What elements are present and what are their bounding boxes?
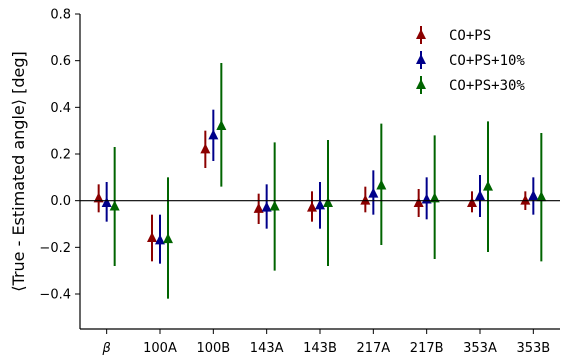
- y-tick-label: 0.0: [50, 194, 71, 209]
- x-tick-label: 100B: [196, 341, 230, 356]
- legend-marker: [416, 54, 426, 64]
- y-tick-label: 0.6: [50, 54, 71, 69]
- legend-item: CO+PS+10%: [416, 51, 525, 69]
- x-tick-label: 217B: [410, 341, 444, 356]
- data-point: [520, 194, 531, 205]
- data-point: [208, 129, 219, 140]
- x-tick-label: 143A: [250, 341, 284, 356]
- data-point: [253, 202, 264, 213]
- legend-marker: [416, 29, 426, 39]
- data-point: [475, 190, 485, 200]
- legend-label: CO+PS+30%: [449, 78, 525, 94]
- x-tick-label: 353B: [516, 341, 550, 356]
- series-co-ps-10-: [101, 109, 539, 264]
- x-tick-label: 143B: [303, 341, 337, 356]
- y-tick-label: −0.4: [39, 288, 71, 303]
- plot-area: [93, 63, 547, 299]
- data-point: [323, 197, 333, 207]
- legend-label: CO+PS: [449, 28, 491, 44]
- data-point: [360, 194, 371, 205]
- y-axis-label: ⟨True - Estimated angle⟩ [deg]: [9, 51, 28, 291]
- y-tick-label: 0.8: [50, 8, 71, 23]
- data-point: [368, 187, 379, 198]
- legend: CO+PS CO+PS+10% CO+PS+30%: [416, 26, 525, 94]
- legend-item: CO+PS+30%: [416, 76, 525, 94]
- data-point: [109, 200, 120, 211]
- y-tick-label: 0.4: [50, 101, 71, 116]
- legend-label: CO+PS+10%: [449, 53, 525, 69]
- y-tick-label: −0.2: [39, 241, 71, 256]
- data-point: [376, 179, 387, 190]
- x-tick-label: 353A: [463, 341, 497, 356]
- data-point: [200, 143, 211, 154]
- axes: −0.4 −0.2 0.0 0.2 0.4 0.6 0.8 β 100A 100B 143A 143B…: [39, 8, 560, 356]
- x-tick-label: β: [102, 341, 111, 356]
- series-co-ps: [93, 130, 531, 262]
- data-point: [147, 232, 157, 242]
- data-point: [93, 192, 104, 203]
- data-point: [429, 192, 440, 203]
- x-tick-label: 217A: [356, 341, 390, 356]
- data-point: [467, 197, 477, 207]
- data-point: [155, 234, 165, 245]
- data-point: [101, 197, 112, 207]
- legend-marker: [416, 79, 426, 89]
- data-point: [307, 201, 317, 212]
- y-tick-label: 0.2: [50, 148, 71, 163]
- legend-item: CO+PS: [416, 26, 491, 44]
- data-point: [536, 191, 547, 202]
- series-co-ps-30-: [109, 63, 547, 299]
- data-point: [216, 120, 227, 130]
- data-point: [315, 199, 325, 210]
- data-point: [483, 180, 493, 191]
- data-point: [413, 197, 424, 207]
- x-tick-label: 100A: [143, 341, 177, 356]
- data-point: [261, 201, 272, 212]
- data-point: [269, 200, 280, 211]
- data-point: [528, 190, 539, 200]
- data-point: [163, 233, 173, 244]
